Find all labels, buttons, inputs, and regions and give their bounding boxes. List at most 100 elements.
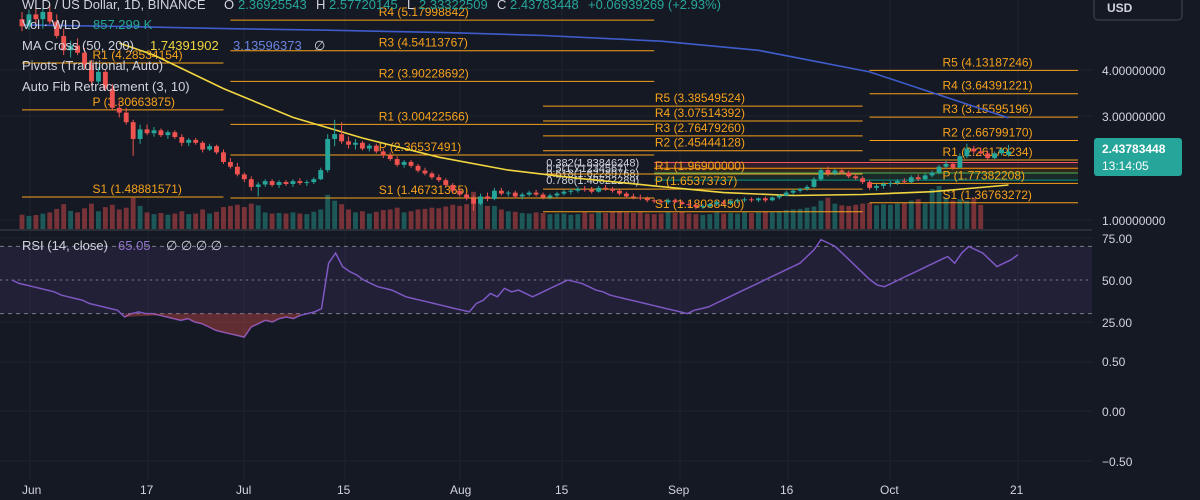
volume-bar xyxy=(33,215,39,230)
rsi-tick: 75.00 xyxy=(1102,232,1132,246)
candle-body xyxy=(19,19,25,27)
candle-body xyxy=(700,206,706,208)
volume-bar xyxy=(596,212,602,230)
candle-body xyxy=(304,182,310,184)
volume-bar xyxy=(415,209,421,230)
price-tick: 4.00000000 xyxy=(1102,64,1166,78)
candle-body xyxy=(519,194,525,197)
volume-bar xyxy=(262,212,268,230)
volume-bar xyxy=(19,214,25,230)
volume-bar xyxy=(491,205,497,230)
rsi-legend-label[interactable]: RSI (14, close) xyxy=(22,238,108,253)
volume-bar xyxy=(887,204,893,230)
candle-body xyxy=(505,192,511,194)
volume-bar xyxy=(40,213,46,230)
last-price-countdown: 13:14:05 xyxy=(1102,159,1149,173)
pivot-label: R4 (5.17998842) xyxy=(379,5,469,19)
volume-bar xyxy=(728,212,734,230)
volume-bar xyxy=(394,207,400,230)
candle-body xyxy=(248,179,254,187)
volume-bar xyxy=(735,213,741,230)
volume-bar xyxy=(929,188,935,230)
volume-bar xyxy=(603,212,609,230)
time-tick: Jul xyxy=(236,483,251,497)
pivot-label: P (1.65373737) xyxy=(655,174,738,188)
volume-bar xyxy=(630,212,636,230)
candle-body xyxy=(637,197,643,199)
candle-body xyxy=(498,190,504,194)
volume-bar xyxy=(971,197,977,230)
last-price-label: 2.43783448 13:14:05 xyxy=(1094,138,1182,176)
volume-bar xyxy=(943,197,949,230)
candle-body xyxy=(359,142,365,149)
pivots-legend-label[interactable]: Pivots (Traditional, Auto) xyxy=(22,58,163,73)
volume-bar xyxy=(533,212,539,230)
candle-body xyxy=(846,172,852,177)
chart-legend[interactable]: WLD / US Dollar, 1D, BINANCE O 2.3692554… xyxy=(22,0,721,253)
candle-body xyxy=(881,184,886,186)
volume-bar xyxy=(151,214,157,230)
candle-body xyxy=(575,188,581,191)
volume-bar xyxy=(450,204,456,230)
volume-bar xyxy=(373,211,379,230)
candle-body xyxy=(582,188,588,190)
candle-body xyxy=(769,197,775,201)
candle-body xyxy=(797,188,803,191)
candle-body xyxy=(332,134,338,139)
candlesticks[interactable] xyxy=(19,2,1011,211)
candle-body xyxy=(415,165,421,171)
volume-bar xyxy=(26,215,32,230)
volume-bar xyxy=(651,214,657,230)
volume-legend-label[interactable]: Vol · WLD xyxy=(22,17,81,32)
volume-bar xyxy=(957,199,963,230)
currency-button[interactable]: USD xyxy=(1093,0,1183,21)
volume-bar xyxy=(874,205,879,230)
pivot-label: R1 (1.96900000) xyxy=(655,159,745,173)
candle-body xyxy=(901,181,907,183)
volume-bar xyxy=(755,212,761,230)
fib-retracement: 0.382(1.83846248)0.5(1.71234567)0.618(1.… xyxy=(546,157,1078,187)
symbol-title[interactable]: WLD / US Dollar, 1D, BINANCE xyxy=(22,0,206,12)
fib-legend-label[interactable]: Auto Fib Retracement (3, 10) xyxy=(22,79,190,94)
ohlc-open-value: 2.36925543 xyxy=(238,0,307,12)
volume-bar xyxy=(589,213,595,230)
volume-bar xyxy=(436,208,442,230)
candle-body xyxy=(596,187,602,192)
candle-body xyxy=(603,187,609,189)
pivot-label: S1 (1.18038450) xyxy=(655,197,744,211)
volume-bar xyxy=(116,209,122,230)
volume-bar xyxy=(582,212,588,230)
ma-legend-label[interactable]: MA Cross (50, 200) xyxy=(22,38,134,53)
candle-body xyxy=(221,152,226,162)
candle-body xyxy=(40,11,46,20)
candle-body xyxy=(894,181,900,184)
volume-bar xyxy=(165,214,171,230)
candle-body xyxy=(818,170,824,180)
candle-body xyxy=(721,202,727,204)
volume-bar xyxy=(401,212,407,230)
volume-bar xyxy=(325,194,331,230)
candle-body xyxy=(422,170,428,174)
price-axis[interactable]: 4.00000000 3.00000000 1.00000000 xyxy=(1102,64,1166,228)
candle-body xyxy=(992,153,998,159)
time-tick: 17 xyxy=(140,483,154,497)
volume-bar xyxy=(769,212,775,230)
candle-body xyxy=(978,151,984,154)
candle-body xyxy=(971,148,977,152)
volume-bar xyxy=(839,205,845,230)
volume-bar xyxy=(339,204,345,230)
candle-body xyxy=(644,198,650,201)
time-axis[interactable]: Jun 17 Jul 15 Aug 15 Sep 16 Oct 21 xyxy=(22,483,1024,497)
volume-bar xyxy=(221,207,226,230)
volume-bar xyxy=(311,211,317,230)
candle-body xyxy=(353,142,358,145)
candle-body xyxy=(915,177,921,180)
candle-body xyxy=(610,188,615,191)
pivot-label: P (2.36537491) xyxy=(379,140,462,154)
rsi-axis[interactable]: 75.00 50.00 25.00 0.50 0.00 −0.50 xyxy=(1102,232,1133,469)
rsi-tick: 25.00 xyxy=(1102,316,1132,330)
candle-body xyxy=(742,199,747,201)
candle-body xyxy=(762,198,768,201)
pivot-label: R4 (3.64391221) xyxy=(943,79,1033,93)
